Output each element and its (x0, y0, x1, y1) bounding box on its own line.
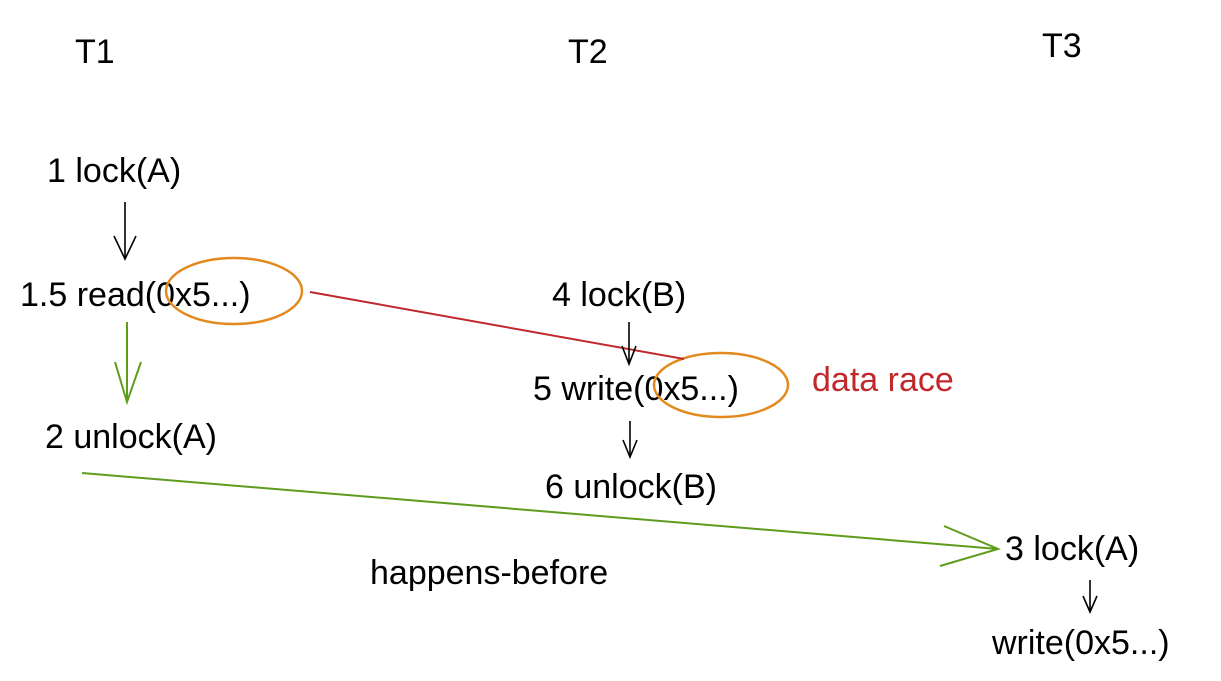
event-t2-write-addr: (0x5...) (633, 370, 739, 408)
race-highlight-write (652, 351, 790, 419)
arrow-t3-lock-to-write (1082, 580, 1098, 614)
event-t1-unlock-a: 2 unlock(A) (45, 418, 217, 456)
thread-label-t2: T2 (568, 33, 608, 71)
event-t2-write-op: 5 write (533, 370, 633, 408)
arrow-t2-write-to-unlock (622, 421, 638, 460)
event-t3-lock-a: 3 lock(A) (1005, 530, 1139, 568)
data-race-line (309, 291, 685, 360)
data-race-label: data race (812, 361, 954, 399)
arrow-t2-lock-to-write (621, 322, 637, 367)
thread-label-t1: T1 (75, 33, 115, 71)
happens-before-label: happens-before (370, 554, 608, 592)
arrow-t1-read-to-unlock (114, 322, 142, 406)
event-t2-write: 5 write(0x5...) (533, 370, 739, 408)
event-t1-read: 1.5 read(0x5...) (20, 276, 251, 314)
event-t3-write: write(0x5...) (991, 624, 1170, 662)
event-t2-unlock-b: 6 unlock(B) (545, 468, 717, 506)
event-t2-lock-b: 4 lock(B) (552, 276, 686, 314)
event-t1-read-addr: (0x5...) (145, 276, 251, 314)
event-t1-read-op: 1.5 read (20, 276, 145, 314)
arrow-t1-lock-to-read (113, 202, 137, 261)
thread-label-t3: T3 (1042, 27, 1082, 65)
event-t1-lock-a: 1 lock(A) (47, 152, 181, 190)
happens-before-arrow (81, 472, 1001, 567)
race-highlight-read (164, 256, 304, 326)
